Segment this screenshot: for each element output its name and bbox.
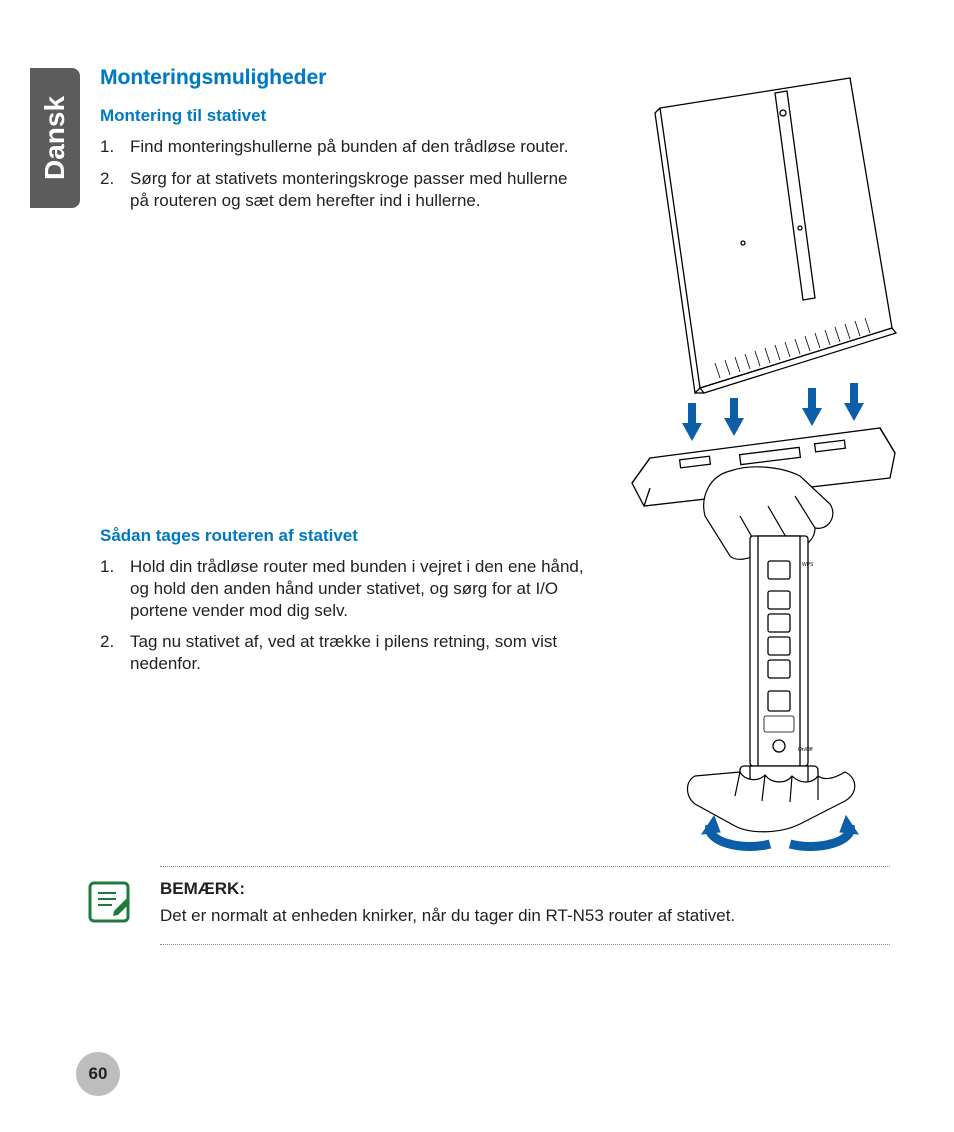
note-icon	[84, 877, 134, 927]
section-mount: Montering til stativet Find monteringshu…	[100, 106, 890, 526]
list-item: Hold din trådløse router med bunden i ve…	[100, 556, 590, 621]
list-item: Sørg for at stativets monteringskroge pa…	[100, 168, 570, 212]
note-label: BEMÆRK:	[160, 879, 890, 899]
svg-text:On/Off: On/Off	[798, 747, 813, 753]
language-tab: Dansk	[30, 68, 80, 208]
note-box: BEMÆRK: Det er normalt at enheden knirke…	[160, 866, 890, 945]
section1-title: Montering til stativet	[100, 106, 570, 126]
section2-steps: Hold din trådløse router med bunden i ve…	[100, 556, 590, 675]
page-number-value: 60	[89, 1064, 108, 1084]
section-detach: Sådan tages routeren af stativet Hold di…	[100, 526, 890, 866]
note-body: Det er normalt at enheden knirker, når d…	[160, 905, 890, 928]
section1-text: Montering til stativet Find monteringshu…	[100, 106, 570, 211]
language-label: Dansk	[39, 96, 71, 180]
section1-steps: Find monteringshullerne på bunden af den…	[100, 136, 570, 211]
svg-text:WPS: WPS	[802, 562, 814, 568]
list-item: Find monteringshullerne på bunden af den…	[100, 136, 570, 158]
page-content: Monteringsmuligheder Montering til stati…	[100, 66, 890, 945]
figure-mount-illustration	[600, 58, 910, 508]
page-number: 60	[76, 1052, 120, 1096]
figure-detach-illustration: WPS On/Off	[640, 466, 890, 856]
list-item: Tag nu stativet af, ved at trække i pile…	[100, 631, 590, 675]
section2-title: Sådan tages routeren af stativet	[100, 526, 590, 546]
section2-text: Sådan tages routeren af stativet Hold di…	[100, 526, 590, 675]
